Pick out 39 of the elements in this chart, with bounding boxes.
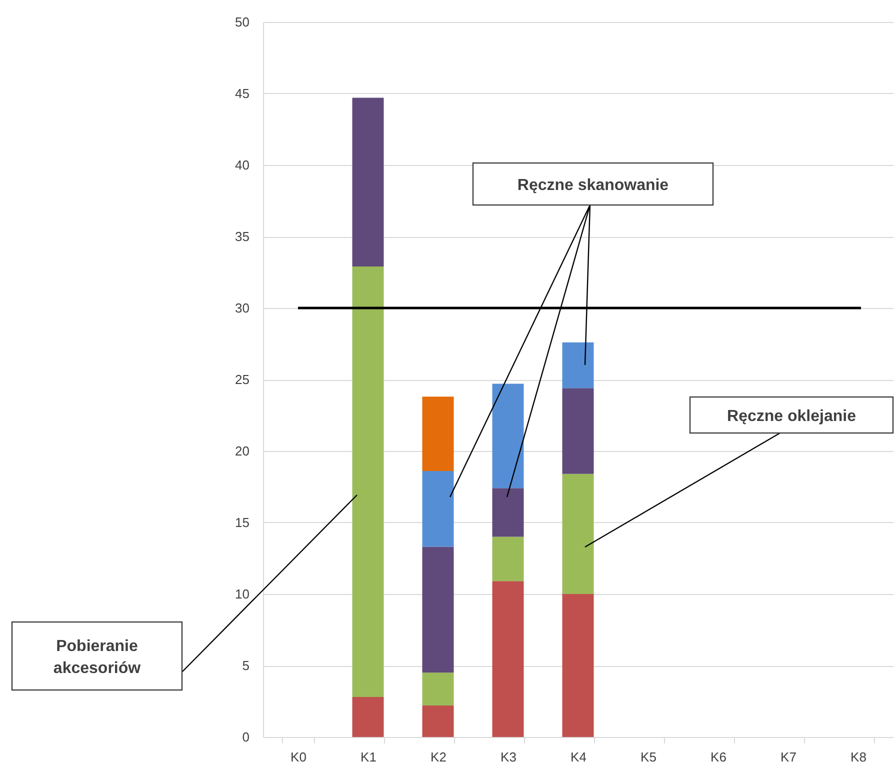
bar	[422, 546, 454, 673]
y-tick-label: 40	[235, 158, 250, 172]
bar	[562, 388, 594, 474]
y-tick-label: 0	[242, 730, 250, 744]
bar	[492, 536, 524, 582]
x-tick-label: K2	[430, 750, 446, 764]
bar	[352, 266, 384, 697]
x-tick-label: K5	[640, 750, 656, 764]
bar	[422, 672, 454, 706]
bar	[492, 384, 524, 488]
y-tick-label: 10	[235, 586, 250, 602]
y-tick-label: 45	[235, 86, 250, 101]
y-tick-label: 20	[235, 444, 250, 458]
bar	[562, 594, 594, 737]
bar	[562, 342, 594, 388]
x-tick-label: K4	[570, 750, 586, 764]
text: Pobieranie akcesoriów	[53, 638, 142, 677]
bar	[562, 474, 594, 594]
x-tick-label: K8	[850, 750, 866, 764]
y-tick-label: 15	[235, 515, 250, 530]
y-tick-label: 5	[242, 658, 250, 673]
x-tick-label: K0	[290, 750, 306, 764]
x-tick-label: K3	[500, 750, 516, 764]
bar	[492, 581, 524, 737]
bar	[422, 396, 454, 472]
x-tick-label: K6	[710, 750, 726, 764]
bar	[352, 98, 384, 267]
bar	[352, 696, 384, 737]
annotation: Ręczne skanowanie	[517, 177, 669, 194]
bar	[492, 488, 524, 537]
y-tick-label: 50	[235, 14, 250, 30]
bar	[422, 706, 454, 737]
x-tick-label: K1	[360, 750, 376, 764]
x-tick-label: K7	[780, 750, 796, 764]
y-tick-label: 30	[235, 300, 250, 316]
bar	[422, 471, 454, 547]
y-tick-label: 25	[235, 372, 250, 387]
y-tick-label: 35	[235, 229, 250, 244]
annotation: Ręczne oklejanie	[727, 408, 856, 425]
